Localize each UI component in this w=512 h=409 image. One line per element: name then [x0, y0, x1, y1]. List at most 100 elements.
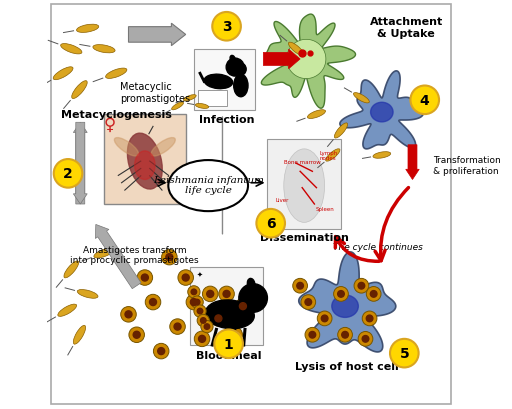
Circle shape: [202, 286, 218, 302]
Circle shape: [362, 336, 369, 342]
Circle shape: [190, 299, 197, 306]
Circle shape: [297, 283, 304, 289]
Circle shape: [125, 311, 132, 318]
FancyBboxPatch shape: [194, 49, 255, 111]
Circle shape: [194, 305, 206, 317]
Text: Metacyclogenesis: Metacyclogenesis: [61, 110, 172, 120]
Circle shape: [210, 311, 226, 326]
Text: Bone marrow: Bone marrow: [284, 159, 321, 164]
Circle shape: [301, 295, 315, 310]
Ellipse shape: [53, 67, 73, 81]
Ellipse shape: [284, 149, 325, 223]
Ellipse shape: [172, 103, 183, 110]
Text: Amastigotes transform
into procyclic promastigotes: Amastigotes transform into procyclic pro…: [70, 245, 199, 265]
Circle shape: [358, 332, 373, 346]
Text: Infection: Infection: [199, 115, 254, 125]
Circle shape: [191, 290, 197, 295]
Text: 1: 1: [224, 337, 233, 351]
Ellipse shape: [183, 95, 196, 101]
Circle shape: [197, 315, 209, 327]
Circle shape: [366, 287, 381, 301]
Ellipse shape: [114, 138, 139, 157]
Ellipse shape: [168, 161, 248, 211]
Ellipse shape: [77, 25, 99, 33]
Ellipse shape: [60, 45, 82, 55]
Text: 3: 3: [222, 20, 231, 34]
Circle shape: [133, 331, 140, 338]
Circle shape: [305, 299, 312, 306]
Ellipse shape: [135, 151, 155, 180]
Circle shape: [178, 270, 194, 285]
Circle shape: [191, 296, 203, 308]
Ellipse shape: [247, 279, 255, 289]
Text: Spleen: Spleen: [315, 206, 334, 211]
Ellipse shape: [204, 75, 232, 90]
Circle shape: [137, 270, 153, 285]
Ellipse shape: [94, 249, 114, 258]
Text: Lysis of host cell: Lysis of host cell: [295, 362, 399, 371]
Circle shape: [199, 335, 205, 342]
FancyArrow shape: [406, 145, 419, 180]
Circle shape: [366, 315, 373, 322]
Circle shape: [166, 254, 173, 261]
Polygon shape: [287, 40, 326, 79]
Text: Dissemination: Dissemination: [260, 232, 349, 242]
Text: 6: 6: [266, 217, 275, 231]
Ellipse shape: [58, 304, 77, 317]
Circle shape: [182, 274, 189, 281]
Text: Attachment
& Uptake: Attachment & Uptake: [370, 17, 443, 38]
Circle shape: [141, 274, 148, 281]
Circle shape: [215, 315, 222, 322]
Ellipse shape: [72, 81, 87, 99]
Polygon shape: [340, 72, 423, 150]
Circle shape: [212, 13, 241, 41]
FancyBboxPatch shape: [198, 90, 227, 107]
Ellipse shape: [230, 56, 236, 63]
Circle shape: [257, 209, 285, 238]
Circle shape: [342, 332, 348, 338]
Circle shape: [233, 63, 246, 76]
Ellipse shape: [353, 93, 369, 103]
Circle shape: [195, 299, 200, 305]
Circle shape: [154, 344, 169, 359]
FancyBboxPatch shape: [104, 115, 186, 204]
Circle shape: [194, 331, 210, 347]
Ellipse shape: [93, 45, 115, 54]
Circle shape: [239, 284, 267, 312]
Circle shape: [54, 160, 82, 188]
Circle shape: [317, 311, 332, 326]
Circle shape: [121, 307, 136, 322]
Polygon shape: [261, 15, 355, 109]
Circle shape: [207, 291, 214, 298]
Circle shape: [158, 348, 165, 355]
FancyArrow shape: [263, 50, 300, 70]
Circle shape: [338, 291, 344, 297]
Text: ✦: ✦: [197, 271, 203, 277]
Text: The cycle continues: The cycle continues: [333, 243, 423, 252]
Text: Metacyclic
promastigotes: Metacyclic promastigotes: [120, 82, 190, 104]
Circle shape: [188, 286, 200, 298]
Text: 5: 5: [399, 346, 409, 360]
Text: 2: 2: [63, 167, 73, 181]
Text: Liver: Liver: [275, 198, 289, 203]
Circle shape: [170, 319, 185, 335]
Ellipse shape: [151, 138, 175, 157]
Circle shape: [186, 294, 202, 310]
Circle shape: [227, 327, 243, 343]
Ellipse shape: [371, 103, 393, 123]
Ellipse shape: [334, 124, 348, 139]
Ellipse shape: [288, 43, 304, 56]
Text: ♀: ♀: [104, 116, 116, 134]
FancyArrow shape: [73, 123, 87, 204]
Circle shape: [129, 327, 144, 343]
Circle shape: [197, 308, 203, 314]
Ellipse shape: [326, 149, 340, 162]
Circle shape: [235, 299, 251, 314]
Ellipse shape: [373, 152, 391, 159]
Circle shape: [174, 323, 181, 330]
Ellipse shape: [196, 104, 209, 109]
Circle shape: [201, 318, 206, 324]
Circle shape: [338, 328, 352, 342]
Circle shape: [231, 331, 238, 338]
Text: Bloodmeal: Bloodmeal: [196, 351, 261, 360]
